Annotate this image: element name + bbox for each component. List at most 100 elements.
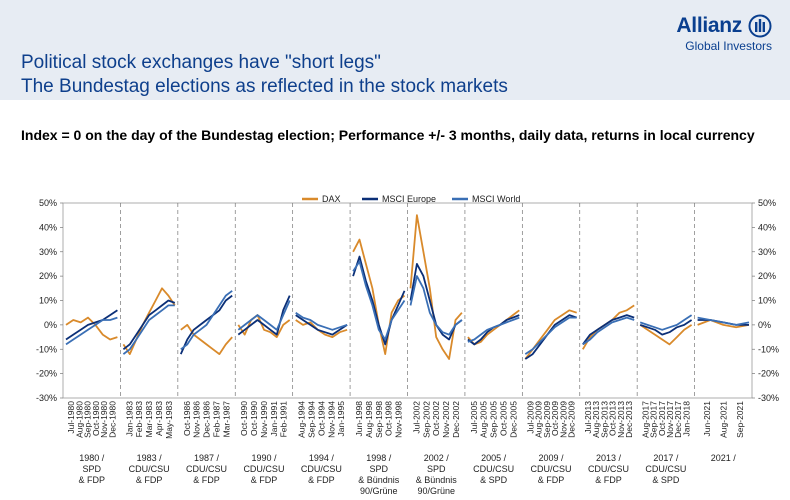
election-label: 1990 / [251,453,277,463]
series-line-msci-world [237,300,291,331]
chart-subtitle: Index = 0 on the day of the Bundestag el… [21,127,755,143]
series-line-dax [295,319,348,339]
election-label: CDU/CSU [531,464,572,474]
series-line-msci-europe [65,309,118,341]
x-tick-label: Jul-2009 [525,401,535,434]
series-line-msci-world [295,311,348,331]
x-tick-label: Oct-1998 [384,401,394,436]
election-label: 1983 / [137,453,163,463]
x-tick-label: Feb-1987 [211,401,221,438]
y-tick-label: 30% [39,247,57,257]
election-label: & FDP [136,475,163,485]
series-line-msci-europe [639,319,693,336]
election-label: & FDP [538,475,565,485]
x-tick-label: Dec-2013 [624,401,634,438]
election-label: 1987 / [194,453,220,463]
y-tick-label: 10% [39,296,57,306]
series-line-dax [237,314,291,339]
x-tick-label: Jan-1995 [336,401,346,437]
x-tick-label: Nov-1986 [192,401,202,438]
series-line-msci-world [352,260,406,341]
election-label: 2017 / [653,453,679,463]
x-tick-label: Sep-1998 [374,401,384,438]
election-label: & SPD [480,475,508,485]
y-tick-label-right: 10% [758,296,776,306]
x-tick-label: Jan-1991 [269,401,279,437]
x-tick-label: Oct-2013 [608,401,618,436]
x-tick-label: Feb-1991 [279,401,289,438]
x-tick-label: Jul-2005 [469,401,479,434]
x-tick-label: Aug-1994 [297,401,307,438]
x-tick-label: Aug-2013 [591,401,601,438]
series-line-msci-europe [179,294,233,355]
election-label: & SPD [652,475,680,485]
y-tick-label: -10% [36,344,57,354]
x-tick-label: Sep-1994 [306,401,316,438]
legend-label: MSCI Europe [382,194,436,204]
election-label: CDU/CSU [186,464,227,474]
x-tick-label: Dec-2002 [451,401,461,438]
x-tick-label: Oct-1986 [182,401,192,436]
x-tick-label: Dec-2017 [673,401,683,438]
y-tick-label-right: 50% [758,198,776,208]
x-tick-label: Nov-1998 [394,401,404,438]
logo-subtitle: Global Investors [685,39,772,53]
x-tick-label: Dec-2009 [567,401,577,438]
election-label: CDU/CSU [588,464,629,474]
election-label: CDU/CSU [243,464,284,474]
header-band [0,0,790,100]
page-title: Political stock exchanges have "short le… [21,52,381,73]
election-label: CDU/CSU [645,464,686,474]
x-tick-label: Sep-2005 [489,401,499,438]
legend-label: MSCI World [472,194,520,204]
x-tick-label: Nov-1990 [259,401,269,438]
series-line-msci-world [65,316,118,346]
series-line-msci-world [467,316,520,343]
x-tick-label: Oct-1990 [239,401,249,436]
allianz-logo: Allianz Global Investors [676,14,772,53]
y-tick-label-right: -30% [758,393,779,403]
x-tick-label: Nov-2009 [558,401,568,438]
series-line-msci-world [582,316,635,346]
x-tick-label: Oct-2009 [550,401,560,436]
series-line-msci-world [639,314,693,331]
x-tick-label: Oct-1980 [91,401,101,436]
series-line-dax [697,319,750,329]
election-label: 90/Grüne [417,486,455,496]
x-tick-label: Oct-2005 [499,401,509,436]
x-tick-label: Apr-1983 [154,401,164,436]
y-tick-label: 0% [44,320,57,330]
x-tick-label: Jan-2018 [681,401,691,437]
x-tick-label: Aug-1998 [364,401,374,438]
series-line-msci-europe [352,255,406,346]
x-tick-label: Mar-1987 [221,401,231,438]
x-tick-label: Nov-2017 [665,401,675,438]
x-tick-label: Sep-2017 [649,401,659,438]
election-label: SPD [82,464,101,474]
series-line-msci-world [180,290,233,351]
y-tick-label-right: -10% [758,344,779,354]
x-tick-label: Aug-1980 [74,401,84,438]
election-label: & FDP [193,475,220,485]
y-tick-label: -30% [36,393,57,403]
election-label: SPD [427,464,446,474]
election-label: 1994 / [309,453,335,463]
series-line-dax [639,324,693,346]
x-tick-label: Aug-2017 [640,401,650,438]
x-tick-label: Mar-1983 [144,401,154,438]
legend-label: DAX [322,194,341,204]
series-line-msci-europe [582,314,635,345]
series-line-dax [180,323,233,356]
election-label: 1998 / [366,453,392,463]
x-tick-label: Nov-1980 [99,401,109,438]
page-subtitle: The Bundestag elections as reflected in … [21,76,508,97]
y-tick-label: 20% [39,271,57,281]
election-label: 2005 / [481,453,507,463]
series-line-msci-europe [122,299,176,351]
election-label: 2013 / [596,453,622,463]
x-tick-label: Oct-2017 [657,401,667,436]
election-label: 2021 / [711,453,737,463]
y-tick-label-right: -20% [758,369,779,379]
election-label: CDU/CSU [473,464,514,474]
